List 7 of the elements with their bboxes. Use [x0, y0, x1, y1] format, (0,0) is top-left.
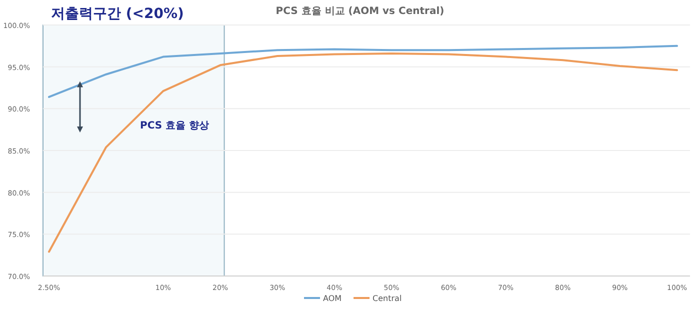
- legend-label: AOM: [323, 294, 342, 303]
- band-label: 저출력구간 (<20%): [51, 6, 184, 22]
- legend-label: Central: [372, 294, 402, 303]
- line-series: [48, 52, 678, 253]
- chart-title: PCS 효율 비교 (AOM vs Central): [276, 6, 444, 17]
- annotation: PCS 효율 향상: [140, 120, 210, 132]
- line-series: [48, 44, 678, 98]
